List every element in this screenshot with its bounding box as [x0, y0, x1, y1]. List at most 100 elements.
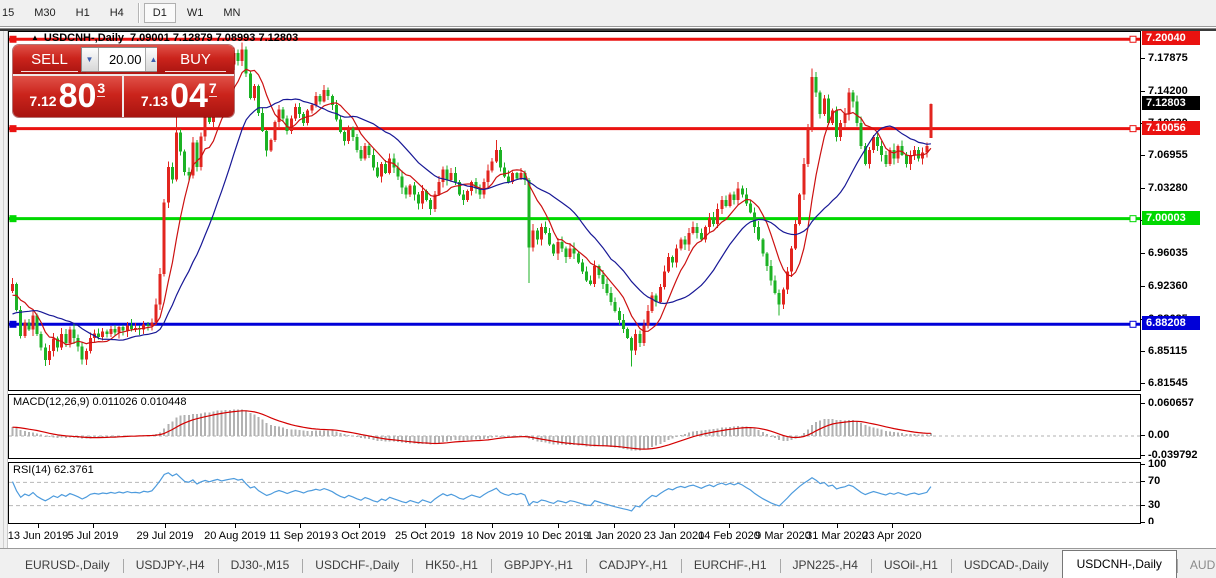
chart-tab-overflow[interactable]: AUDU — [1176, 553, 1216, 578]
date-axis-tick — [165, 524, 166, 528]
date-axis-tick — [837, 524, 838, 528]
chart-tab[interactable]: HK50-,H1 — [412, 553, 491, 578]
volume-control: ▼ 20.00 ▲ — [80, 45, 163, 74]
date-axis-label: 23 Jan 2020 — [643, 530, 705, 542]
sell-price-display[interactable]: 7.12 80 3 — [13, 76, 122, 117]
macd-axis-tick-label: 0.00 — [1148, 429, 1170, 441]
price-axis-tick-label: 6.85115 — [1148, 344, 1188, 357]
timeframe-button-h1[interactable]: H1 — [75, 7, 90, 19]
date-axis-tick — [558, 524, 559, 528]
date-axis-label: 9 Mar 2020 — [755, 530, 811, 542]
buy-price-sup: 7 — [208, 80, 217, 97]
horizontal-level-line[interactable] — [9, 125, 1140, 133]
chart-tab[interactable]: EURCHF-,H1 — [680, 553, 780, 578]
date-axis-tick — [425, 524, 426, 528]
macd-axis-tick-label: 0.060657 — [1148, 396, 1194, 409]
chart-tab[interactable]: USDJPY-,H4 — [122, 553, 218, 578]
chart-tab[interactable]: USDCAD-,Daily — [950, 553, 1062, 578]
price-axis-tick — [1141, 155, 1145, 157]
date-axis-label: 31 Mar 2020 — [806, 530, 868, 542]
chart-tab[interactable]: USOil-,H1 — [870, 553, 951, 578]
price-chart-panel[interactable]: ▲ USDCNH-,Daily 7.09001 7.12879 7.08993 7.… — [8, 31, 1141, 391]
date-axis-tick — [93, 524, 94, 528]
buy-price-display[interactable]: 7.13 04 7 — [123, 76, 234, 117]
horizontal-level-line[interactable] — [9, 320, 1140, 328]
macd-axis-tick — [1141, 435, 1145, 436]
chart-tab[interactable]: USDCNH-,Daily — [1061, 550, 1177, 578]
level-price-badge: 7.10056 — [1142, 120, 1200, 135]
chart-window-edge — [0, 28, 1216, 31]
date-axis-tick — [614, 524, 615, 528]
horizontal-level-line[interactable] — [9, 215, 1140, 223]
sell-price-small: 7.12 — [29, 92, 57, 109]
price-axis-tick-label: 7.14200 — [1148, 84, 1188, 97]
date-axis-label: 1 Jan 2020 — [586, 530, 642, 542]
one-click-trading-widget: SELL ▼ 20.00 ▲ BUY 7.12 80 3 7.13 04 7 — [13, 45, 234, 117]
chart-tab-bar: EURUSD-,Daily USDJPY-,H4 DJ30-,M15 USDCHF-,… — [0, 548, 1216, 578]
sell-price-big: 80 — [58, 77, 97, 115]
macd-panel[interactable]: MACD(12,26,9) 0.011026 0.010448 — [8, 394, 1141, 459]
timeframe-button-mn[interactable]: MN — [223, 7, 241, 19]
date-axis-tick — [235, 524, 236, 528]
chart-tab[interactable]: JPN225-,H4 — [779, 553, 871, 578]
horizontal-level-line[interactable] — [9, 35, 1140, 43]
macd-axis-tick — [1141, 402, 1145, 404]
timeframe-button-d1[interactable]: D1 — [143, 3, 176, 23]
sell-button[interactable]: SELL — [13, 45, 86, 74]
date-axis-label: 18 Nov 2019 — [460, 530, 524, 542]
chart-tab[interactable]: CADJPY-,H1 — [585, 553, 681, 578]
price-axis-tick — [1141, 350, 1145, 352]
moving-average-line — [12, 68, 932, 346]
chart-tab[interactable]: GBPJPY-,H1 — [490, 553, 586, 578]
price-axis-tick-label: 6.81545 — [1148, 376, 1188, 389]
volume-input[interactable]: 20.00 — [98, 48, 145, 71]
date-axis-label: 11 Sep 2019 — [269, 530, 331, 542]
sell-price-sup: 3 — [97, 80, 106, 97]
rsi-axis-tick — [1141, 481, 1145, 483]
rsi-axis-tick-label: 70 — [1148, 475, 1161, 488]
timeframe-button-m30[interactable]: M30 — [34, 7, 56, 19]
rsi-label: RSI(14) 62.3761 — [13, 464, 94, 476]
timeframe-toolbar: 15 M30 H1 H4 D1 W1 MN — [0, 0, 1216, 27]
timeframe-button-w1[interactable]: W1 — [186, 7, 204, 19]
macd-axis-tick-label: -0.039792 — [1148, 449, 1198, 461]
date-axis-label: 5 Jul 2019 — [67, 530, 119, 542]
chart-tab[interactable]: EURUSD-,Daily — [25, 558, 110, 572]
price-axis-tick — [1141, 382, 1145, 384]
date-axis-tick — [359, 524, 360, 528]
volume-decrease-button[interactable]: ▼ — [81, 48, 99, 71]
rsi-axis-tick — [1141, 464, 1145, 465]
chart-tab[interactable]: DJ30-,M15 — [217, 553, 303, 578]
rsi-panel[interactable]: RSI(14) 62.3761 — [8, 462, 1141, 524]
candlestick-canvas[interactable] — [9, 32, 1140, 390]
chart-ohlc-values: 7.09001 7.12879 7.08993 7.12803 — [130, 32, 299, 44]
buy-button[interactable]: BUY — [157, 45, 234, 74]
price-axis-tick — [1141, 286, 1145, 288]
rsi-axis-tick-label: 100 — [1148, 458, 1167, 470]
buy-price-big: 04 — [170, 77, 208, 115]
date-axis-tick — [38, 524, 39, 528]
rsi-axis-tick-label: 0 — [1148, 516, 1155, 528]
current-price-badge: 7.12803 — [1142, 96, 1200, 111]
left-gutter — [0, 31, 8, 548]
chart-tab[interactable]: USDCHF-,Daily — [302, 553, 412, 578]
date-axis-label: 10 Dec 2019 — [526, 530, 590, 542]
date-axis-tick — [300, 524, 301, 528]
timeframe-button-h4[interactable]: H4 — [109, 7, 124, 19]
price-axis-tick — [1141, 188, 1145, 190]
macd-label: MACD(12,26,9) 0.011026 0.010448 — [13, 396, 187, 408]
level-price-badge: 7.00003 — [1142, 210, 1200, 225]
price-axis-tick-label: 7.17875 — [1148, 51, 1188, 64]
price-axis[interactable]: 7.178757.142007.106307.069557.032806.997… — [1141, 31, 1216, 548]
rsi-axis-tick-label: 30 — [1148, 498, 1161, 511]
chart-title: ▲ USDCNH-,Daily 7.09001 7.12879 7.08993 7.… — [31, 32, 298, 44]
date-axis[interactable]: 13 Jun 2019 5 Jul 2019 29 Jul 2019 20 Aug 2… — [8, 524, 1216, 548]
rsi-axis-tick — [1141, 504, 1145, 506]
date-axis-label: 23 Apr 2020 — [862, 530, 922, 542]
timeframe-button-15[interactable]: 15 — [2, 7, 15, 19]
level-price-badge: 7.20040 — [1142, 31, 1200, 46]
price-axis-tick-label: 7.06955 — [1148, 149, 1188, 162]
date-axis-label: 14 Feb 2020 — [698, 530, 760, 542]
price-axis-tick — [1141, 90, 1145, 92]
